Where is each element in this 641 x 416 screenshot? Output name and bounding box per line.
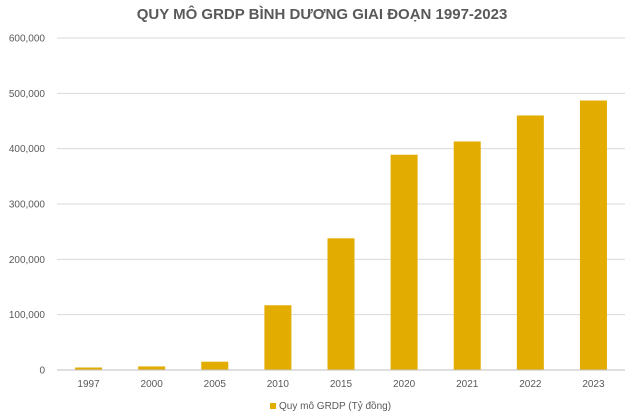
- bar-2000: [138, 366, 166, 370]
- x-tick-label: 2010: [267, 379, 290, 390]
- bar-2022: [516, 115, 544, 370]
- legend-label: Quy mô GRDP (Tỷ đồng): [279, 400, 391, 412]
- y-tick-label: 600,000: [9, 34, 46, 45]
- x-tick-label: 2000: [141, 379, 164, 390]
- bar-2005: [201, 361, 229, 370]
- bars: [75, 100, 607, 370]
- x-tick-label: 2020: [393, 379, 416, 390]
- y-axis-tick-labels: 0 100,000 200,000 300,000 400,000 500,000 600,…: [9, 34, 46, 377]
- x-tick-label: 1997: [77, 379, 100, 390]
- y-tick-label: 500,000: [9, 89, 46, 100]
- bar-2010: [264, 305, 292, 370]
- bar-2015: [327, 238, 355, 370]
- bar-2020: [390, 154, 418, 370]
- y-tick-label: 300,000: [9, 200, 46, 211]
- x-tick-label: 2022: [519, 379, 542, 390]
- x-tick-label: 2023: [582, 379, 605, 390]
- bar-1997: [75, 367, 103, 370]
- x-axis-tick-labels: 1997 2000 2005 2010 2015 2020 2021 2022 2023: [77, 379, 605, 390]
- x-tick-label: 2005: [204, 379, 227, 390]
- x-tick-label: 2021: [456, 379, 479, 390]
- y-tick-label: 400,000: [9, 144, 46, 155]
- chart-title: QUY MÔ GRDP BÌNH DƯƠNG GIAI ĐOẠN 1997-20…: [137, 5, 508, 23]
- y-tick-label: 100,000: [9, 310, 46, 321]
- y-tick-label: 0: [39, 366, 45, 377]
- legend: Quy mô GRDP (Tỷ đồng): [270, 400, 391, 412]
- bar-2023: [579, 100, 607, 370]
- y-tick-label: 200,000: [9, 255, 46, 266]
- legend-swatch: [270, 403, 276, 409]
- x-tick-label: 2015: [330, 379, 353, 390]
- bar-2021: [453, 141, 481, 370]
